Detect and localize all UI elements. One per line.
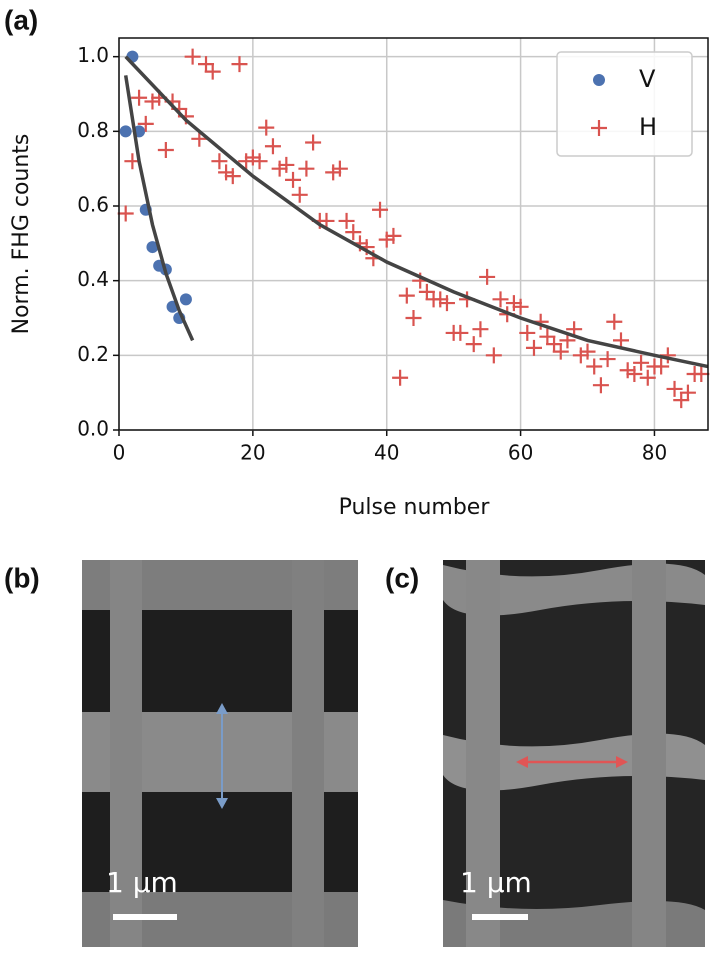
point [325,164,342,181]
point [385,227,402,244]
point [438,295,455,312]
x-tick-label: 60 [508,441,533,465]
point [693,366,710,382]
point [492,291,509,308]
point [519,324,536,341]
plot: 0 20 40 60 80 0.0 0.2 0.4 0.6 0.8 1.0 VH [77,37,710,465]
point [137,115,154,132]
point [318,212,335,229]
scale-label: 1 µm [460,866,532,899]
point [485,347,502,364]
point [179,293,192,306]
y-axis-label: Norm. FHG counts [9,134,34,335]
point [599,351,616,368]
point [184,48,201,65]
x-tick-label: 40 [374,441,399,465]
point [579,343,596,360]
point [405,310,422,326]
point [331,160,348,177]
point [345,224,362,241]
point [278,156,295,173]
point [398,287,415,304]
x-axis-label: Pulse number [339,495,491,520]
point [392,369,409,386]
point [211,153,228,170]
panel-label: (b) [4,562,40,593]
point [298,160,315,177]
point [238,153,255,170]
point [612,332,629,349]
y-tick-label: 1.0 [77,43,109,67]
point [146,241,159,254]
point [119,125,132,138]
point [626,366,643,382]
point [653,358,670,375]
legend-marker [591,120,607,136]
legend-box [556,51,693,157]
point [157,142,174,158]
point [418,283,435,300]
point [673,392,690,409]
point [131,89,148,106]
point [305,134,322,151]
point [204,63,221,80]
legend-label: V [639,65,656,93]
y-tick-label: 0.6 [77,193,109,217]
point [198,56,215,73]
x-tick-label: 20 [240,441,265,465]
sem-image [82,560,358,947]
point [479,268,496,285]
point [251,153,268,170]
x-tick-label: 0 [113,441,126,465]
point [285,171,302,188]
point [639,369,656,386]
point [338,212,355,229]
point [291,186,308,203]
point [525,339,542,356]
point [505,295,522,312]
y-tick-label: 0.8 [77,118,109,142]
point [218,164,235,181]
y-tick-label: 0.2 [77,342,109,366]
y-tick-label: 0.4 [77,267,109,291]
point [472,321,489,338]
point [465,336,482,353]
point [633,354,650,371]
point [372,201,389,218]
point [512,298,529,315]
point [586,358,603,375]
legend-label: H [639,113,657,141]
plot-frame [118,37,709,431]
point [539,328,556,345]
point [572,347,589,364]
legend-marker [593,74,605,86]
point [144,93,161,110]
x-tick-label: 80 [642,441,667,465]
sem-image [443,560,705,947]
point [264,138,281,155]
fit-line [123,75,195,342]
point [552,343,569,360]
y-tick-label: 0.0 [77,417,109,441]
point [546,336,563,353]
point [117,205,134,222]
point [619,362,636,379]
point [679,384,696,401]
panel-label: (a) [4,4,38,35]
point [271,160,288,177]
point [224,168,241,185]
scale-label: 1 µm [106,866,178,899]
point [666,380,683,397]
point [244,149,261,166]
point [432,291,449,308]
point [378,231,395,248]
panel-label: (c) [385,562,419,593]
point [231,56,248,73]
fit-line [124,55,709,369]
point [592,377,609,394]
point [258,119,275,136]
point [606,313,623,330]
point [452,324,469,341]
